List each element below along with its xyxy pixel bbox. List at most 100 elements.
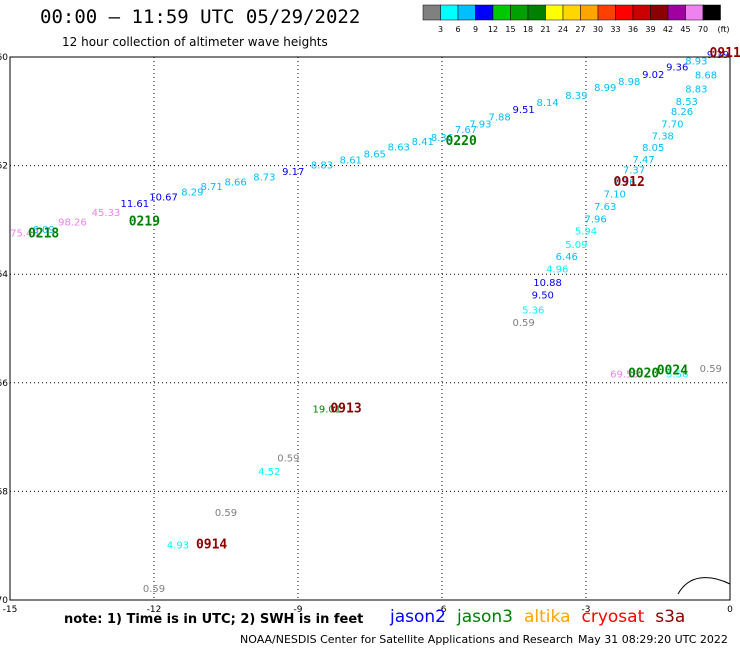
- swh-value: 7.38: [652, 132, 674, 143]
- legend-swatch: [615, 4, 634, 21]
- swh-value: 9.50: [532, 291, 554, 302]
- x-tick-label: 0: [727, 605, 733, 615]
- swh-value: 7.37: [623, 166, 645, 177]
- swh-value: 0.59: [215, 508, 237, 519]
- swh-value: 7.63: [594, 202, 616, 213]
- swh-value: 7.96: [584, 215, 606, 226]
- x-tick-label: -9: [294, 605, 303, 615]
- swh-value: 8.61: [340, 155, 362, 166]
- swh-value: 5.36: [522, 305, 544, 316]
- swh-value: 8.71: [200, 182, 222, 193]
- legend-swatch: [457, 4, 476, 21]
- legend-bin-label: 27: [575, 25, 585, 34]
- y-tick-label: -68: [0, 487, 8, 497]
- legend-swatch: [545, 4, 564, 21]
- mission-altika: altika: [524, 607, 571, 627]
- swh-value: 8.41: [412, 137, 434, 148]
- legend-bin-label: 12: [488, 25, 498, 34]
- legend-bin-label: 9: [473, 25, 478, 34]
- legend-bin-label: 45: [680, 25, 690, 34]
- pass-label: 0020: [628, 366, 659, 381]
- y-tick-label: -62: [0, 162, 8, 172]
- swh-value: 9.36: [666, 63, 688, 74]
- pass-label: 0220: [446, 134, 477, 149]
- chart-subtitle: 12 hour collection of altimeter wave hei…: [62, 35, 328, 49]
- legend-bin-label: 70: [698, 25, 708, 34]
- swh-value: 5.94: [575, 227, 597, 238]
- swh-value: 8.93: [685, 57, 707, 68]
- swh-value: 4.52: [258, 467, 280, 478]
- swh-value: 0.59: [143, 584, 165, 595]
- pass-label: 0911: [710, 46, 740, 61]
- swh-value: 8.68: [695, 71, 717, 82]
- swh-value: 8.53: [676, 97, 698, 108]
- swh-value: 8.83: [311, 160, 333, 171]
- legend-swatch: [580, 4, 599, 21]
- y-tick-label: -66: [0, 379, 8, 389]
- swh-value: 6.09: [32, 225, 54, 236]
- swh-value: 75.49: [10, 229, 39, 240]
- swh-value: 8.65: [364, 149, 386, 160]
- swh-value: 0.59: [277, 454, 299, 465]
- footer-timestamp: May 31 08:29:20 UTC 2022: [578, 633, 728, 646]
- swh-value: 7.88: [488, 113, 510, 124]
- swh-value: 9.39: [707, 50, 729, 61]
- swh-value: 8.83: [685, 84, 707, 95]
- mission-jason2: jason2: [390, 607, 446, 627]
- swh-value: 0.59: [512, 318, 534, 329]
- legend-bin-label: 15: [505, 25, 515, 34]
- swh-value: 7.70: [661, 120, 683, 131]
- swh-value: 7.76: [613, 178, 635, 189]
- swh-value: 11.61: [120, 199, 149, 210]
- y-tick-label: -60: [0, 53, 8, 63]
- swh-value: 9.02: [642, 70, 664, 81]
- swh-value: 7.67: [455, 125, 477, 136]
- legend-bin-label: 36: [628, 25, 638, 34]
- swh-value: 10.67: [149, 192, 178, 203]
- y-tick-label: -70: [0, 596, 8, 606]
- swh-value: 7.10: [604, 190, 626, 201]
- swh-value: 7.93: [469, 120, 491, 131]
- legend-bin-label: 39: [645, 25, 655, 34]
- x-tick-label: -12: [147, 605, 162, 615]
- mission-s3a: s3a: [655, 607, 686, 627]
- legend-swatch: [562, 4, 581, 21]
- swh-value: 4.96: [546, 265, 568, 276]
- swh-value: 45.33: [92, 208, 121, 219]
- legend-swatch: [702, 4, 721, 21]
- mission-legend: jason2 jason3 altika cryosat s3a: [390, 607, 696, 627]
- legend-bin-label: 24: [558, 25, 568, 34]
- swh-value: 8.26: [671, 107, 693, 118]
- legend-swatch: [422, 4, 441, 21]
- legend-swatch: [527, 4, 546, 21]
- pass-label: 0024: [657, 364, 688, 379]
- footer-credit: NOAA/NESDIS Center for Satellite Applica…: [240, 633, 574, 646]
- swh-value: 98.26: [58, 217, 87, 228]
- legend-swatch: [440, 4, 459, 21]
- swh-value: 10.88: [533, 278, 562, 289]
- legend-bin-label: 18: [523, 25, 533, 34]
- swh-value: 7.47: [632, 155, 654, 166]
- pass-label: 0912: [614, 175, 645, 190]
- legend-bin-label: 42: [663, 25, 673, 34]
- y-tick-label: -64: [0, 270, 8, 280]
- swh-value: 8.14: [536, 98, 558, 109]
- legend-swatch: [685, 4, 704, 21]
- swh-value: 8.99: [594, 83, 616, 94]
- x-tick-label: -15: [3, 605, 18, 615]
- legend-bin-label: 6: [455, 25, 460, 34]
- swh-value: 8.98: [618, 77, 640, 88]
- swh-value: 19.01: [312, 405, 341, 416]
- plot-frame: [9, 56, 731, 601]
- mission-jason3: jason3: [457, 607, 513, 627]
- swh-value: 8.63: [388, 142, 410, 153]
- legend-unit: (ft): [718, 25, 730, 34]
- chart-title: 00:00 – 11:59 UTC 05/29/2022: [40, 6, 361, 28]
- swh-value: 8.73: [253, 172, 275, 183]
- swh-value: 8.36: [431, 133, 453, 144]
- swh-value: 8.29: [181, 187, 203, 198]
- legend-swatch: [667, 4, 686, 21]
- pass-label: 0914: [196, 537, 227, 552]
- legend-swatch: [650, 4, 669, 21]
